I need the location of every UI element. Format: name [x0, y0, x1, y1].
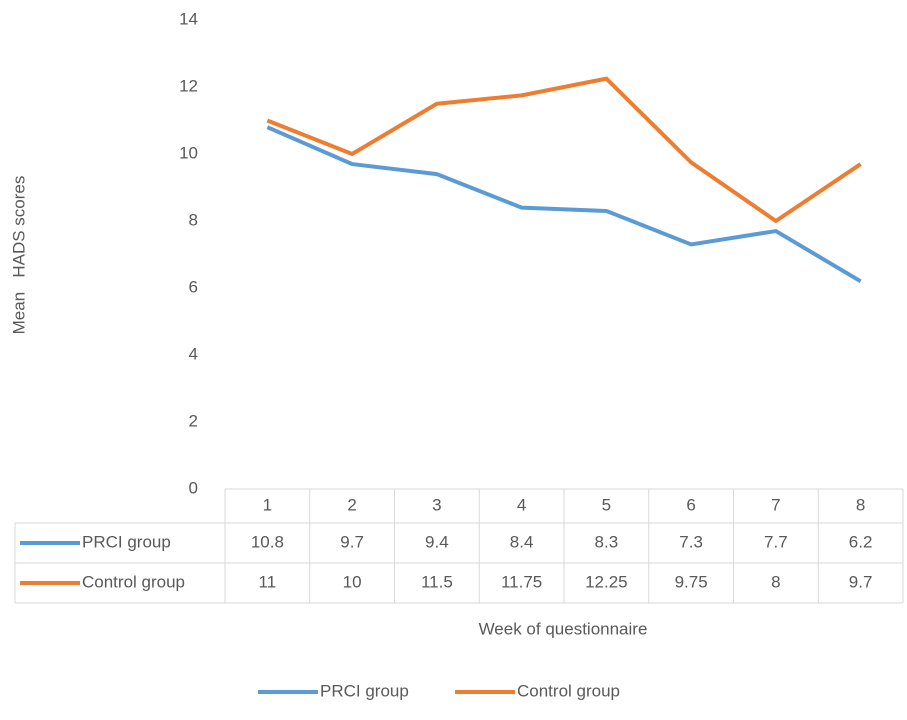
- table-cell: 10.8: [251, 532, 284, 551]
- table-row-label: PRCI group: [82, 532, 171, 551]
- x-tick-label: 7: [771, 495, 780, 514]
- data-line: [266, 76, 862, 223]
- table-cell: 11.75: [501, 572, 542, 591]
- y-tick-label: 10: [179, 143, 198, 162]
- y-tick-label: 0: [189, 478, 198, 497]
- table-row-label: Control group: [82, 572, 185, 591]
- table-cell: 6.2: [849, 532, 873, 551]
- y-tick-label: 14: [179, 9, 198, 28]
- table-cell: 9.4: [425, 532, 449, 551]
- y-tick-label: 12: [179, 76, 198, 95]
- x-tick-label: 1: [263, 495, 272, 514]
- x-tick-label: 6: [686, 495, 695, 514]
- table-cell: 10: [343, 572, 362, 591]
- y-tick-label: 4: [189, 344, 198, 363]
- x-tick-label: 3: [432, 495, 441, 514]
- table-cell: 8: [771, 572, 780, 591]
- legend-label: Control group: [517, 681, 620, 700]
- y-axis-title: Mean HADS scores: [9, 176, 28, 335]
- table-cell: 9.7: [849, 572, 873, 591]
- table-cell: 7.7: [764, 532, 788, 551]
- y-tick-label: 6: [189, 277, 198, 296]
- table-cell: 11.5: [421, 572, 453, 591]
- y-tick-label: 8: [189, 210, 198, 229]
- table-cell: 12.25: [585, 572, 628, 591]
- legend-label: PRCI group: [320, 681, 409, 700]
- x-axis-title: Week of questionnaire: [479, 619, 648, 638]
- x-tick-label: 5: [602, 495, 611, 514]
- table-cell: 7.3: [679, 532, 703, 551]
- x-tick-label: 2: [347, 495, 356, 514]
- y-tick-label: 2: [189, 411, 198, 430]
- x-tick-label: 8: [856, 495, 865, 514]
- table-cell: 8.4: [510, 532, 534, 551]
- table-cell: 9.7: [340, 532, 364, 551]
- table-cell: 11: [259, 572, 277, 591]
- table-cell: 9.75: [675, 572, 708, 591]
- x-tick-label: 4: [517, 495, 526, 514]
- table-cell: 8.3: [595, 532, 619, 551]
- data-line: [266, 125, 862, 284]
